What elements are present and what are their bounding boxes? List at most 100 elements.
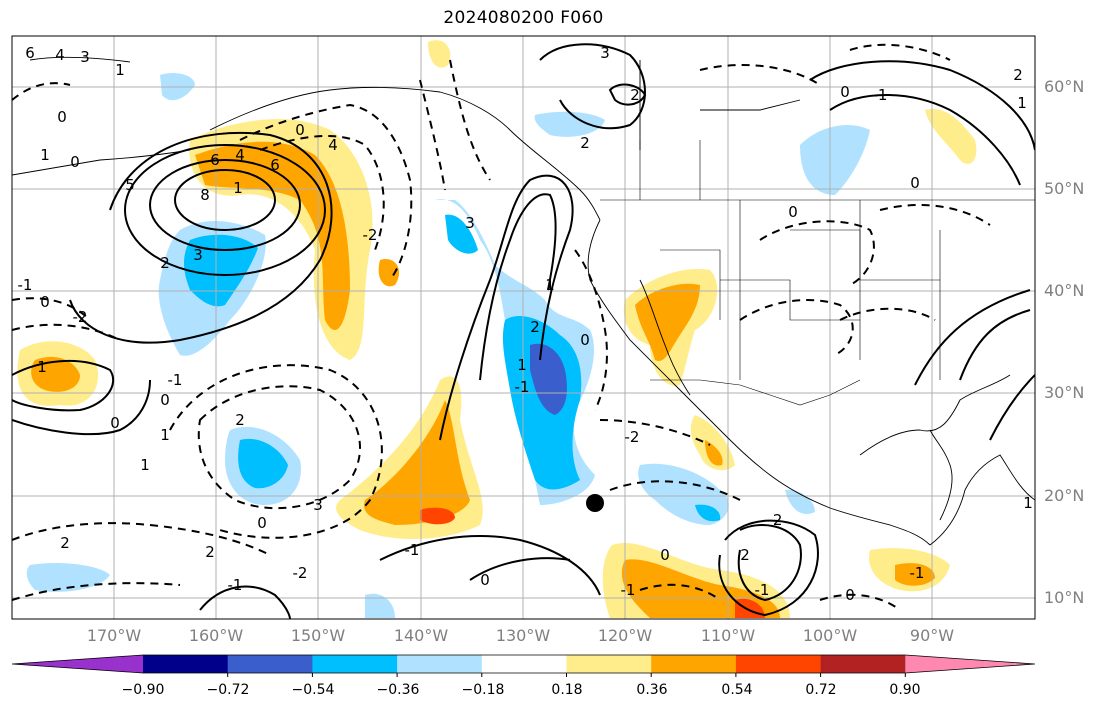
contour-label: 0 xyxy=(160,391,170,409)
colorbar-outline xyxy=(11,654,1036,674)
lon-label-120w: 120°W xyxy=(597,626,653,645)
contour-label: 0 xyxy=(845,586,855,604)
contour-label: 8 xyxy=(200,186,210,204)
contour-label: 0 xyxy=(110,414,120,432)
contour-label: -2 xyxy=(768,511,783,529)
colorbar-segment xyxy=(481,655,567,673)
colorbar-extend-max xyxy=(905,655,1035,673)
colorbar-segment xyxy=(820,655,906,673)
colorbar-segment xyxy=(651,655,737,673)
lat-label-40n: 40°N xyxy=(1044,281,1085,300)
contour-label: 1 xyxy=(545,276,555,294)
lon-label-140w: 140°W xyxy=(393,626,449,645)
contour-label: 1 xyxy=(1017,94,1027,112)
contour-label: 0 xyxy=(57,108,67,126)
contour-label: -1 xyxy=(168,371,183,389)
map-frame xyxy=(11,35,1036,620)
contour-label: 0 xyxy=(70,153,80,171)
lon-label-110w: 110°W xyxy=(700,626,756,645)
location-marker xyxy=(586,494,604,512)
contour-label: 3 xyxy=(600,44,610,62)
lat-label-30n: 30°N xyxy=(1044,383,1085,402)
contour-label: 4 xyxy=(235,146,245,164)
contour-label: -1 xyxy=(755,581,770,599)
solid-contours xyxy=(12,43,1035,619)
colorbar-segment xyxy=(227,655,313,673)
colorbar-label: −0.36 xyxy=(376,682,420,698)
contour-label: 1 xyxy=(40,146,50,164)
colorbar-segment xyxy=(312,655,398,673)
contour-label: -1 xyxy=(873,86,888,104)
contour-label: 3 xyxy=(193,246,203,264)
coastlines xyxy=(12,56,1035,546)
dashed-contours xyxy=(12,43,991,611)
lon-label-90w: 90°W xyxy=(909,626,955,645)
colorbar-extend-min xyxy=(12,655,143,673)
contour-label: -1 xyxy=(228,576,243,594)
contour-label: -1 xyxy=(405,541,420,559)
contour-label: -2 xyxy=(363,226,378,244)
contour-label: 0 xyxy=(580,331,590,349)
lat-label-50n: 50°N xyxy=(1044,179,1085,198)
contour-label: 3 xyxy=(465,214,475,232)
contour-label: 2 xyxy=(205,543,215,561)
contour-label: 0 xyxy=(788,203,798,221)
contour-label: 6 xyxy=(270,156,280,174)
contour-label: 2 xyxy=(235,411,245,429)
contour-label: 5 xyxy=(125,176,135,194)
contour-label: 0 xyxy=(840,83,850,101)
contour-label: -2 xyxy=(625,428,640,446)
colorbar-segment xyxy=(735,655,822,673)
colorbar-label: 0.72 xyxy=(805,682,837,698)
contour-label: 0 xyxy=(910,174,920,192)
colorbar-segment xyxy=(566,655,652,673)
colorbar-segment xyxy=(143,655,229,673)
lon-label-150w: 150°W xyxy=(290,626,346,645)
contour-label: -1 xyxy=(621,581,636,599)
lat-label-20n: 20°N xyxy=(1044,486,1085,505)
contour-label: 2 xyxy=(160,254,170,272)
map-title: 2024080200 F060 xyxy=(443,8,604,28)
colorbar xyxy=(11,654,1036,677)
colorbar-label: −0.18 xyxy=(461,682,505,698)
contour-label: 1 xyxy=(1023,494,1033,512)
colorbar-label: −0.90 xyxy=(121,682,165,698)
colorbar-label: 0.54 xyxy=(721,682,753,698)
contour-label: -2 xyxy=(73,308,88,326)
lon-label-130w: 130°W xyxy=(495,626,551,645)
contour-label: 1 xyxy=(233,179,243,197)
contour-label: 4 xyxy=(328,136,338,154)
contour-label: 2 xyxy=(580,134,590,152)
contour-label: 2 xyxy=(740,546,750,564)
contour-label: 6 xyxy=(210,151,220,169)
contour-label: -2 xyxy=(293,564,308,582)
lon-label-100w: 100°W xyxy=(802,626,858,645)
colorbar-segment xyxy=(397,655,483,673)
contour-label: 1 xyxy=(517,356,527,374)
colorbar-label: 0.18 xyxy=(551,682,583,698)
contour-label: 0 xyxy=(40,293,50,311)
lon-label-170w: 170°W xyxy=(86,626,142,645)
contour-label: 3 xyxy=(80,48,90,66)
contour-label: 1 xyxy=(140,456,150,474)
gridlines xyxy=(12,36,1035,619)
colorbar-label: −0.72 xyxy=(206,682,250,698)
colorbar-label: 0.90 xyxy=(889,682,921,698)
lat-label-60n: 60°N xyxy=(1044,77,1085,96)
contour-label: -1 xyxy=(910,564,925,582)
contour-label: 0 xyxy=(295,121,305,139)
contour-label: 1 xyxy=(37,358,47,376)
contour-label: 2 xyxy=(630,86,640,104)
contour-label: 0 xyxy=(480,571,490,589)
contour-label: 1 xyxy=(115,61,125,79)
contour-label: -1 xyxy=(18,276,33,294)
contour-label: 0 xyxy=(660,546,670,564)
contour-label: 4 xyxy=(55,46,65,64)
lat-label-10n: 10°N xyxy=(1044,588,1085,607)
contour-label: 2 xyxy=(530,318,540,336)
contour-label: 2 xyxy=(1013,66,1023,84)
positive-shading xyxy=(17,40,977,618)
